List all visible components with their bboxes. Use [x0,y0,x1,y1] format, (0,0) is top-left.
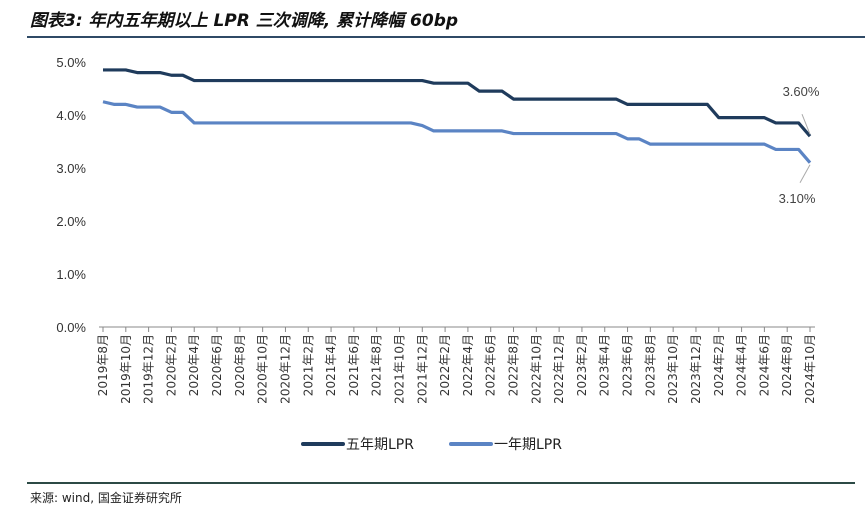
legend-label: 一年期LPR [494,437,562,453]
x-tick-label: 2020年4月 [187,334,201,396]
x-tick-label: 2022年6月 [484,334,498,396]
x-tick-label: 2024年8月 [780,334,794,396]
x-tick-label: 2023年4月 [598,334,612,396]
x-tick-label: 2022年12月 [552,334,566,404]
x-tick-label: 2020年12月 [278,334,292,404]
bottom-divider [27,482,855,484]
annotation-leader [799,164,811,183]
x-tick-label: 2024年6月 [757,334,771,396]
x-tick-label: 2023年2月 [575,334,589,396]
x-tick-label: 2022年8月 [507,334,521,396]
x-tick-label: 2021年12月 [415,334,429,404]
chart-title: 图表3: 年内五年期以上 LPR 三次调降, 累计降幅 60bp [30,11,459,31]
x-tick-label: 2023年8月 [643,334,657,396]
legend-label: 五年期LPR [346,437,414,453]
x-tick-label: 2022年4月 [461,334,475,396]
x-tick-label: 2024年4月 [735,334,749,396]
x-tick-label: 2019年12月 [142,334,156,404]
y-tick-label: 5.0% [56,55,86,70]
x-tick-label: 2020年10月 [256,334,270,404]
x-tick-label: 2020年2月 [164,334,178,396]
x-tick-label: 2022年2月 [438,334,452,396]
x-tick-label: 2021年2月 [301,334,315,396]
x-tick-label: 2021年6月 [347,334,361,396]
x-tick-label: 2021年10月 [392,334,406,404]
y-tick-label: 3.0% [56,161,86,176]
x-tick-label: 2023年12月 [689,334,703,404]
x-tick-label: 2023年6月 [621,334,635,396]
data-label-one-year: 3.10% [779,191,816,206]
five-year-lpr-line [103,68,812,138]
x-tick-label: 2021年4月 [324,334,338,396]
one-year-lpr-line [102,100,812,164]
x-tick-label: 2024年10月 [803,334,817,404]
source-note: 来源: wind, 国金证券研究所 [30,491,182,505]
y-tick-label: 0.0% [56,320,86,335]
x-tick-label: 2020年6月 [210,334,224,396]
x-tick-label: 2022年10月 [529,334,543,404]
x-tick-label: 2020年8月 [233,334,247,396]
x-tick-label: 2023年10月 [666,334,680,404]
annotation-leader [801,114,811,135]
x-tick-label: 2021年8月 [370,334,384,396]
title-divider [27,36,865,38]
x-tick-label: 2019年8月 [96,334,110,396]
x-tick-label: 2019年10月 [119,334,133,404]
y-tick-label: 1.0% [56,267,86,282]
data-label-five-year: 3.60% [783,84,820,99]
y-tick-label: 2.0% [56,214,86,229]
x-tick-label: 2024年2月 [712,334,726,396]
y-tick-label: 4.0% [56,108,86,123]
